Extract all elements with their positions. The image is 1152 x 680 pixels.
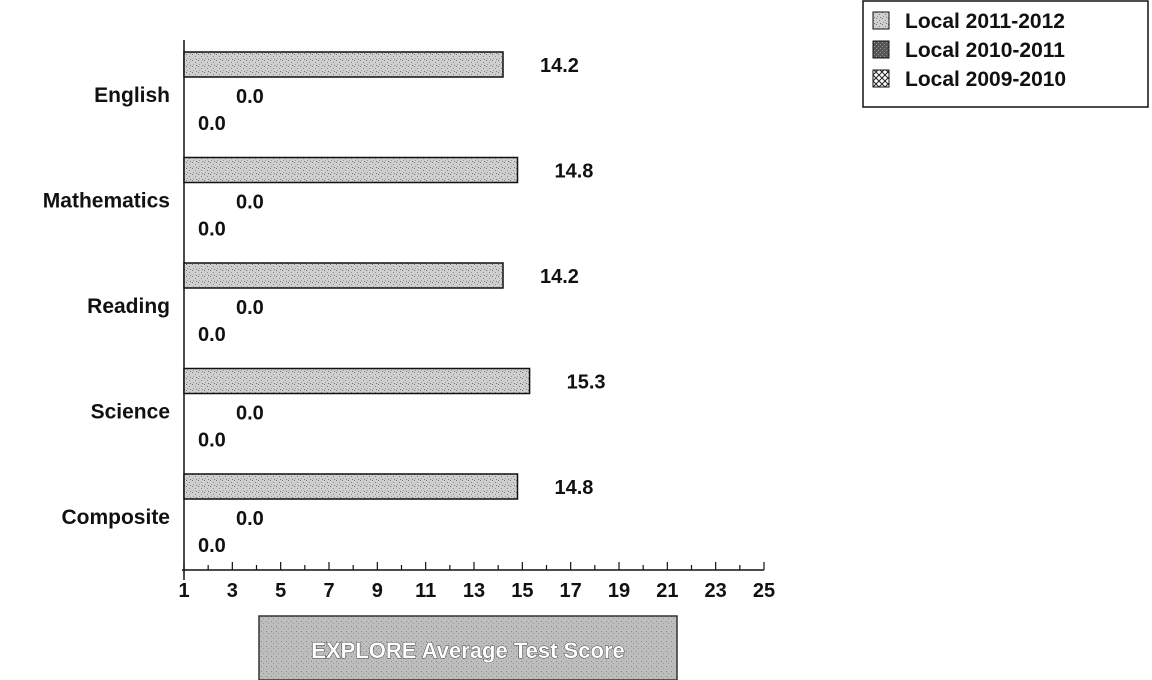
x-ticks-layer: 1 3 5 7 9 11 13 15 17 19 21 23 25 (178, 562, 775, 602)
data-label: 0.0 (198, 535, 226, 557)
legend: Local 2011-2012 Local 2010-2011 Local 2009… (862, 0, 1149, 108)
x-tick-label: 15 (511, 580, 533, 602)
x-tick-label: 21 (656, 580, 678, 602)
bars-layer: English 14.2 0.0 0.0 Mathematics 14.8 0.0 0.0 Re… (43, 51, 606, 557)
data-label: 0.0 (236, 297, 264, 319)
data-label: 15.3 (567, 372, 606, 394)
data-label: 14.2 (540, 266, 579, 288)
bar (183, 262, 504, 289)
bar (183, 367, 531, 395)
data-label: 0.0 (198, 430, 226, 452)
data-label: 0.0 (236, 86, 264, 108)
category-label: Reading (87, 295, 170, 318)
legend-box (862, 0, 1149, 108)
bar (183, 156, 519, 184)
legend-label: Local 2011-2012 (905, 10, 1065, 33)
chart-title: EXPLORE Average Test Score (311, 638, 624, 663)
data-label: 0.0 (236, 508, 264, 530)
chart-title-box (258, 615, 678, 680)
data-label: 0.0 (236, 192, 264, 214)
legend-swatch (872, 11, 890, 30)
bar (183, 51, 504, 78)
x-tick-label: 5 (275, 580, 286, 602)
category-label: Composite (61, 506, 170, 529)
x-tick-label: 9 (372, 580, 383, 602)
x-tick-label: 23 (705, 580, 727, 602)
category-label: Mathematics (43, 190, 170, 213)
data-label: 0.0 (198, 219, 226, 241)
category-label: Science (91, 401, 170, 424)
data-label: 14.8 (555, 161, 594, 183)
bar (183, 473, 519, 500)
legend-label: Local 2009-2010 (905, 68, 1066, 91)
data-label: 0.0 (198, 113, 226, 135)
x-tick-label: 17 (560, 580, 582, 602)
data-label: 14.2 (540, 55, 579, 77)
x-tick-label: 25 (753, 580, 775, 602)
x-tick-label: 11 (415, 580, 436, 602)
legend-swatch (872, 69, 890, 88)
data-label: 14.8 (555, 477, 594, 499)
x-tick-label: 13 (463, 580, 485, 602)
x-tick-label: 1 (178, 580, 189, 602)
data-label: 0.0 (198, 324, 226, 346)
legend-label: Local 2010-2011 (905, 39, 1065, 62)
data-label: 0.0 (236, 403, 264, 425)
category-label: English (94, 84, 170, 107)
x-tick-label: 3 (227, 580, 238, 602)
legend-swatch (872, 40, 890, 59)
x-tick-label: 19 (608, 580, 630, 602)
x-tick-label: 7 (323, 580, 334, 602)
